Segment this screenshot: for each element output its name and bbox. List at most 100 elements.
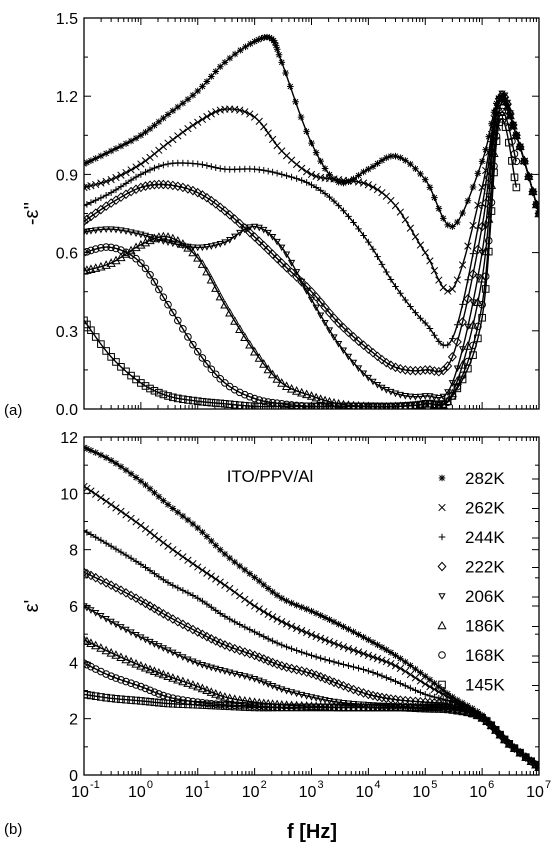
data-point-186K: [197, 683, 208, 693]
data-point-282K: [278, 594, 286, 602]
data-point-262K: [137, 160, 145, 168]
y-tick-label: 1.2: [56, 89, 78, 106]
data-point-244K: [127, 554, 135, 562]
data-point-282K: [97, 451, 105, 459]
data-point-145K: [435, 705, 443, 713]
data-point-262K: [260, 123, 268, 131]
data-point-206K: [312, 695, 320, 702]
data-point-222K: [254, 652, 264, 662]
legend-label: 244K: [465, 528, 505, 547]
data-point-244K: [127, 176, 135, 184]
legend-label: 222K: [465, 558, 505, 577]
data-point-262K: [236, 106, 244, 114]
data-point-206K: [102, 226, 110, 233]
data-point-206K: [260, 226, 268, 234]
data-point-168K: [169, 308, 177, 317]
data-point-145K: [391, 703, 400, 712]
data-point-168K: [203, 360, 211, 368]
legend-label: 282K: [465, 469, 505, 488]
data-point-244K: [374, 253, 381, 260]
data-point-282K: [407, 160, 414, 168]
data-point-244K: [387, 276, 395, 283]
data-point-262K: [416, 677, 425, 685]
data-point-262K: [435, 688, 443, 696]
data-point-206K: [137, 231, 145, 239]
data-point-145K: [396, 402, 405, 409]
data-point-282K: [87, 447, 95, 454]
data-point-206K: [344, 353, 353, 361]
data-point-244K: [160, 161, 167, 169]
data-point-262K: [127, 166, 135, 174]
data-point-244K: [444, 697, 452, 704]
data-point-222K: [311, 291, 321, 302]
data-point-186K: [193, 681, 203, 691]
data-point-244K: [431, 331, 438, 339]
data-point-282K: [335, 620, 342, 628]
data-point-145K: [359, 703, 368, 712]
data-point-186K: [316, 394, 326, 403]
data-point-145K: [369, 402, 377, 409]
data-point-168K: [87, 246, 95, 255]
data-point-186K: [140, 662, 151, 672]
data-point-282K: [208, 537, 215, 545]
data-point-262K: [203, 569, 211, 577]
data-point-186K: [136, 660, 146, 670]
data-point-186K: [259, 359, 269, 368]
data-point-244K: [246, 626, 254, 633]
data-point-222K: [468, 269, 478, 279]
data-point-145K: [373, 703, 382, 712]
data-point-282K: [107, 147, 115, 155]
data-point-282K: [288, 599, 295, 607]
data-point-282K: [264, 585, 272, 592]
data-point-244K: [392, 678, 399, 685]
data-point-206K: [184, 656, 192, 664]
data-point-206K: [97, 226, 105, 234]
data-point-222K: [363, 689, 373, 700]
data-point-145K: [302, 703, 311, 712]
data-point-145K: [387, 402, 395, 409]
data-point-186K: [534, 208, 539, 218]
data-point-145K: [316, 402, 325, 409]
data-point-145K: [259, 402, 268, 409]
data-point-206K: [174, 651, 182, 659]
data-point-262K: [406, 670, 415, 679]
data-point-244K: [107, 542, 115, 550]
data-point-206K: [330, 334, 338, 341]
data-point-206K: [203, 244, 211, 251]
data-point-262K: [184, 556, 192, 564]
data-point-145K: [146, 384, 154, 393]
data-point-282K: [417, 669, 424, 676]
data-point-262K: [369, 183, 377, 191]
data-point-145K: [297, 703, 306, 712]
data-point-222K: [126, 590, 136, 601]
y-tick-label: 4: [69, 655, 78, 672]
data-point-262K: [194, 118, 202, 126]
data-point-145K: [406, 401, 415, 409]
data-point-244K: [221, 613, 229, 620]
data-point-168K: [264, 398, 272, 406]
data-point-222K: [452, 337, 462, 347]
data-point-145K: [102, 347, 110, 355]
data-point-282K: [169, 107, 177, 115]
data-point-222K: [84, 568, 92, 579]
data-point-186K: [225, 307, 235, 317]
data-point-186K: [84, 636, 92, 646]
y-tick-label: 0.3: [56, 324, 78, 341]
data-point-244K: [283, 643, 290, 651]
data-point-186K: [197, 259, 208, 268]
data-point-282K: [392, 152, 399, 160]
data-point-206K: [169, 649, 177, 657]
data-point-186K: [106, 647, 116, 657]
data-point-282K: [241, 566, 249, 574]
x-tick-label: 10: [242, 784, 260, 801]
y-tick-label: 6: [69, 599, 78, 616]
data-point-262K: [194, 563, 202, 571]
data-point-145K: [198, 701, 207, 709]
data-point-145K: [321, 703, 329, 712]
data-point-262K: [189, 560, 197, 568]
data-point-262K: [155, 146, 163, 154]
data-point-262K: [117, 507, 125, 515]
data-point-282K: [439, 686, 447, 694]
data-point-206K: [359, 370, 368, 378]
data-point-282K: [317, 612, 324, 619]
